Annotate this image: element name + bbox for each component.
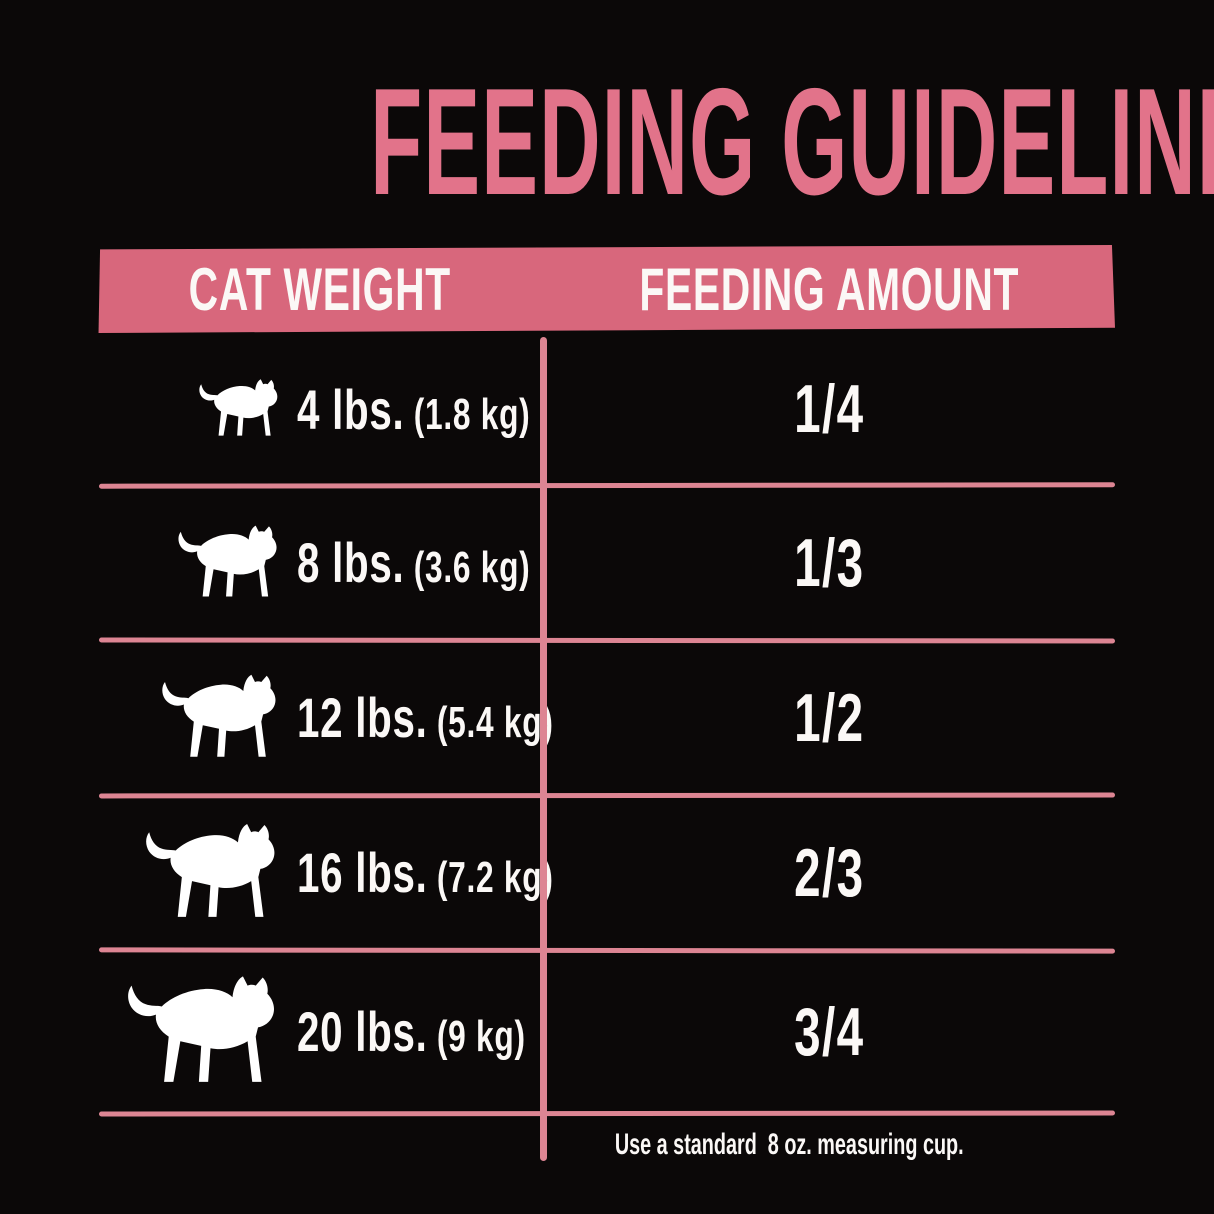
amount-cell: 3/4 [543,950,1115,1113]
row-divider-line [98,637,1116,644]
weight-lbs-label: 4 lbs. [297,377,405,441]
cat-silhouette-icon [97,378,282,440]
header-cell-feeding-amount: FEEDING AMOUNT [543,245,1115,333]
table-header-bar: CAT WEIGHT FEEDING AMOUNT [98,245,1115,333]
page-title-text: FEEDING GUIDELINES [370,57,1214,227]
weight-lbs-label: 12 lbs. [297,686,428,749]
feeding-amount-value: 2/3 [793,834,865,911]
weight-lbs-label: 8 lbs. [297,531,405,594]
table-row: 16 lbs. (7.2 kg) 2/3 [0,795,1214,950]
cat-silhouette-icon [97,822,282,924]
weight-label: 20 lbs. (9 kg) [297,999,526,1064]
row-divider-line [98,1110,1116,1117]
amount-cell: 1/3 [543,485,1115,640]
page-title: FEEDING GUIDELINES [0,57,1214,227]
amount-cell: 1/2 [543,640,1115,795]
weight-kg-label: (1.8 kg) [413,389,531,439]
cat-weight-header-label: CAT WEIGHT [188,255,452,323]
weight-cell: 4 lbs. (1.8 kg) [97,333,543,485]
weight-kg-label: (5.4 kg) [436,698,554,747]
weight-label: 12 lbs. (5.4 kg) [297,685,554,750]
cat-silhouette-icon [97,673,282,763]
weight-lbs-label: 20 lbs. [297,1000,428,1063]
weight-cell: 12 lbs. (5.4 kg) [97,640,553,795]
header-cell-cat-weight: CAT WEIGHT [99,245,543,333]
table-row: 12 lbs. (5.4 kg) 1/2 [0,640,1214,795]
feeding-amount-header-label: FEEDING AMOUNT [639,255,1019,323]
weight-cell: 16 lbs. (7.2 kg) [97,795,553,950]
amount-cell: 1/4 [543,333,1115,485]
column-divider-line [540,337,547,1161]
table-row: 8 lbs. (3.6 kg) 1/3 [0,485,1214,640]
footnote: Use a standard 8 oz. measuring cup. [543,1128,1115,1162]
cat-silhouette-icon [97,974,282,1090]
row-divider-line [98,792,1116,799]
weight-lbs-label: 16 lbs. [297,841,428,904]
feeding-amount-value: 1/3 [793,524,865,601]
amount-cell: 2/3 [543,795,1115,950]
weight-label: 16 lbs. (7.2 kg) [297,840,554,905]
table-row: 4 lbs. (1.8 kg) 1/4 [0,333,1214,485]
feeding-amount-value: 1/4 [793,371,865,447]
table-row: 20 lbs. (9 kg) 3/4 [0,950,1214,1113]
weight-label: 4 lbs. (1.8 kg) [297,377,530,442]
weight-kg-label: (7.2 kg) [436,853,554,902]
cat-silhouette-icon [97,524,282,602]
weight-cell: 8 lbs. (3.6 kg) [97,485,543,640]
weight-label: 8 lbs. (3.6 kg) [297,530,530,595]
weight-cell: 20 lbs. (9 kg) [97,950,543,1113]
weight-kg-label: (9 kg) [436,1012,526,1061]
footnote-text: Use a standard 8 oz. measuring cup. [614,1128,964,1161]
weight-kg-label: (3.6 kg) [413,543,531,592]
feeding-amount-value: 1/2 [793,679,865,756]
feeding-amount-value: 3/4 [793,993,865,1070]
